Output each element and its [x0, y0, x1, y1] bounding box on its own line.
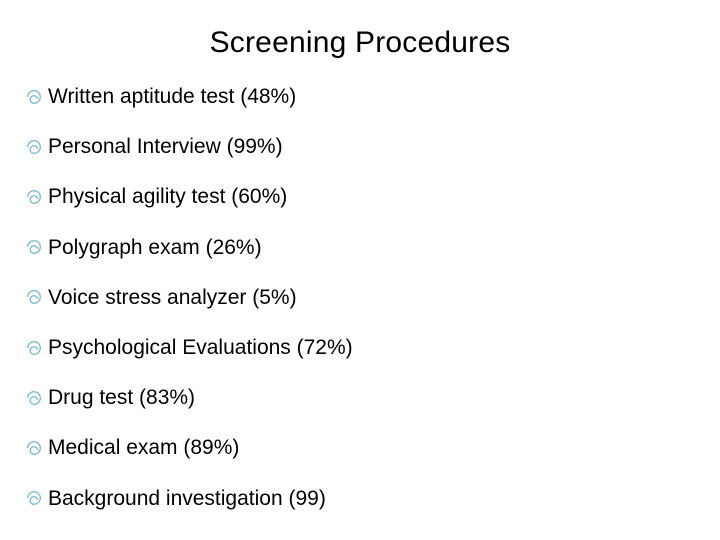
list-item: Psychological Evaluations (72%) [24, 335, 696, 360]
swirl-path [28, 291, 41, 304]
slide: Screening Procedures Written aptitude te… [0, 0, 720, 540]
swirl-bullet-icon [24, 388, 44, 408]
list-item-label: Polygraph exam (26%) [48, 235, 262, 260]
list-item-label: Physical agility test (60%) [48, 184, 287, 209]
swirl-path [28, 341, 41, 354]
list-item: Personal Interview (99%) [24, 134, 696, 159]
list-item-label: Written aptitude test (48%) [48, 84, 296, 109]
swirl-bullet-icon [24, 237, 44, 257]
list-item-label: Psychological Evaluations (72%) [48, 335, 353, 360]
list-item: Voice stress analyzer (5%) [24, 285, 696, 310]
list-item: Written aptitude test (48%) [24, 84, 696, 109]
list-item: Polygraph exam (26%) [24, 235, 696, 260]
bullet-list: Written aptitude test (48%) Personal Int… [24, 84, 696, 511]
swirl-path [28, 391, 41, 404]
list-item-label: Voice stress analyzer (5%) [48, 285, 297, 310]
slide-title: Screening Procedures [24, 26, 696, 60]
swirl-bullet-icon [24, 438, 44, 458]
list-item-label: Background investigation (99) [48, 486, 326, 511]
swirl-path [28, 191, 41, 204]
list-item: Background investigation (99) [24, 486, 696, 511]
swirl-path [28, 492, 41, 505]
swirl-bullet-icon [24, 87, 44, 107]
swirl-bullet-icon [24, 287, 44, 307]
swirl-path [28, 442, 41, 455]
swirl-bullet-icon [24, 137, 44, 157]
swirl-path [28, 90, 41, 103]
swirl-path [28, 241, 41, 254]
swirl-bullet-icon [24, 338, 44, 358]
swirl-bullet-icon [24, 488, 44, 508]
swirl-bullet-icon [24, 187, 44, 207]
list-item: Medical exam (89%) [24, 435, 696, 460]
list-item: Drug test (83%) [24, 385, 696, 410]
swirl-path [28, 140, 41, 153]
list-item: Physical agility test (60%) [24, 184, 696, 209]
list-item-label: Medical exam (89%) [48, 435, 239, 460]
list-item-label: Drug test (83%) [48, 385, 195, 410]
list-item-label: Personal Interview (99%) [48, 134, 283, 159]
